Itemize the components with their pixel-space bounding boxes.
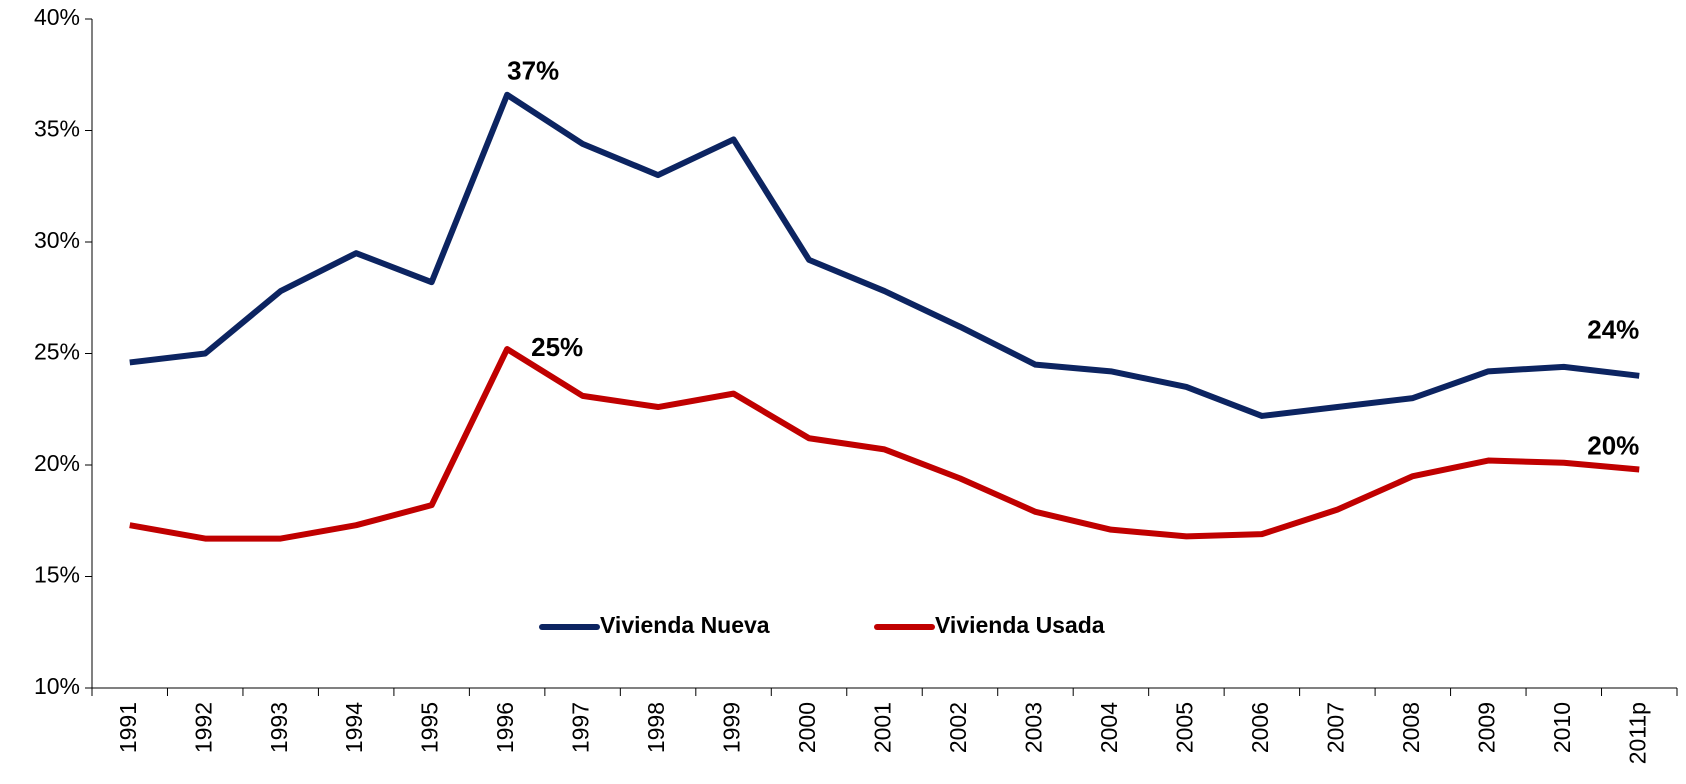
y-tick-label: 25%	[34, 339, 80, 365]
data-label: 20%	[1587, 430, 1639, 460]
x-tick-label: 1996	[492, 702, 518, 753]
x-tick-label: 1995	[417, 702, 443, 753]
data-label: 25%	[531, 332, 583, 362]
x-tick-label: 1999	[719, 702, 745, 753]
y-tick-label: 40%	[34, 4, 80, 30]
data-label: 37%	[507, 56, 559, 86]
x-tick-label: 2009	[1473, 702, 1499, 753]
y-tick-label: 10%	[34, 673, 80, 699]
x-tick-label: 2006	[1247, 702, 1273, 753]
x-tick-label: 2000	[794, 702, 820, 753]
x-tick-label: 1993	[266, 702, 292, 753]
y-tick-label: 15%	[34, 562, 80, 588]
x-tick-label: 2010	[1549, 702, 1575, 753]
y-tick-label: 35%	[34, 116, 80, 142]
x-tick-label: 2003	[1021, 702, 1047, 753]
y-tick-label: 30%	[34, 227, 80, 253]
data-label: 24%	[1587, 315, 1639, 345]
x-tick-label: 1994	[341, 702, 367, 753]
x-tick-label: 2008	[1398, 702, 1424, 753]
x-tick-label: 2002	[945, 702, 971, 753]
x-tick-label: 2001	[870, 702, 896, 753]
legend-label: Vivienda Usada	[935, 612, 1105, 638]
x-tick-label: 1992	[190, 702, 216, 753]
x-tick-label: 2005	[1171, 702, 1197, 753]
line-series	[129, 346, 1640, 542]
x-tick-label: 2007	[1322, 702, 1348, 753]
x-tick-label: 2011p	[1624, 702, 1650, 764]
line-series	[129, 91, 1640, 419]
x-tick-label: 2004	[1096, 702, 1122, 753]
x-tick-label: 1991	[115, 702, 141, 753]
x-tick-label: 1998	[643, 702, 669, 753]
y-tick-label: 20%	[34, 450, 80, 476]
legend-label: Vivienda Nueva	[600, 612, 770, 638]
x-tick-label: 1997	[568, 702, 594, 753]
